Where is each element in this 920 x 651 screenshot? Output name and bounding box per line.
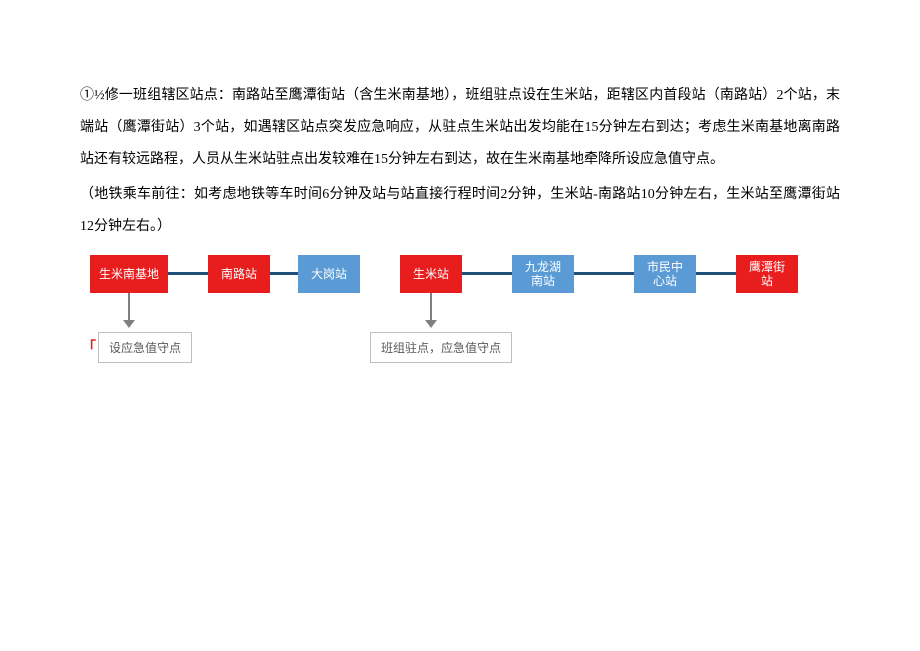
callout-arrow-wrap	[425, 293, 437, 328]
station-box: 市民中心站	[634, 255, 696, 293]
station-box: 南路站	[208, 255, 270, 293]
chain-1-callout-row: 「设应急值守点	[90, 293, 360, 363]
arrow-line	[430, 293, 432, 321]
station-box: 大岗站	[298, 255, 360, 293]
callout-arrow-wrap	[123, 293, 135, 328]
chain-2: 生米站 九龙湖南站 市民中心站 鹰潭街站 班组驻点，应急值守点	[400, 255, 798, 363]
chain-2-callout-row: 班组驻点，应急值守点	[400, 293, 798, 363]
bracket-icon: 「	[82, 337, 96, 357]
station-diagram: 生米南基地 南路站大岗站 「设应急值守点 生米站 九龙湖南站 市民中心站 鹰潭街站 班组…	[80, 255, 840, 363]
connector	[574, 272, 634, 275]
connector	[462, 272, 512, 275]
connector	[168, 272, 208, 275]
arrow-line	[128, 293, 130, 321]
paragraph-1: ①½修一班组辖区站点：南路站至鹰潭街站（含生米南基地），班组驻点设在生米站，距辖…	[80, 80, 840, 177]
chain-1: 生米南基地 南路站大岗站 「设应急值守点	[90, 255, 360, 363]
station-box: 九龙湖南站	[512, 255, 574, 293]
station-box: 生米站	[400, 255, 462, 293]
arrow-down-icon	[123, 320, 135, 328]
chain-2-boxes: 生米站 九龙湖南站 市民中心站 鹰潭街站	[400, 255, 798, 293]
connector	[270, 272, 298, 275]
callout-label: 班组驻点，应急值守点	[370, 332, 512, 363]
callout-label: 设应急值守点	[98, 332, 192, 363]
arrow-down-icon	[425, 320, 437, 328]
chain-1-boxes: 生米南基地 南路站大岗站	[90, 255, 360, 293]
connector	[696, 272, 736, 275]
station-box: 鹰潭街站	[736, 255, 798, 293]
station-box: 生米南基地	[90, 255, 168, 293]
paragraph-2: （地铁乘车前往：如考虑地铁等车时间6分钟及站与站直接行程时间2分钟，生米站-南路…	[80, 179, 840, 243]
